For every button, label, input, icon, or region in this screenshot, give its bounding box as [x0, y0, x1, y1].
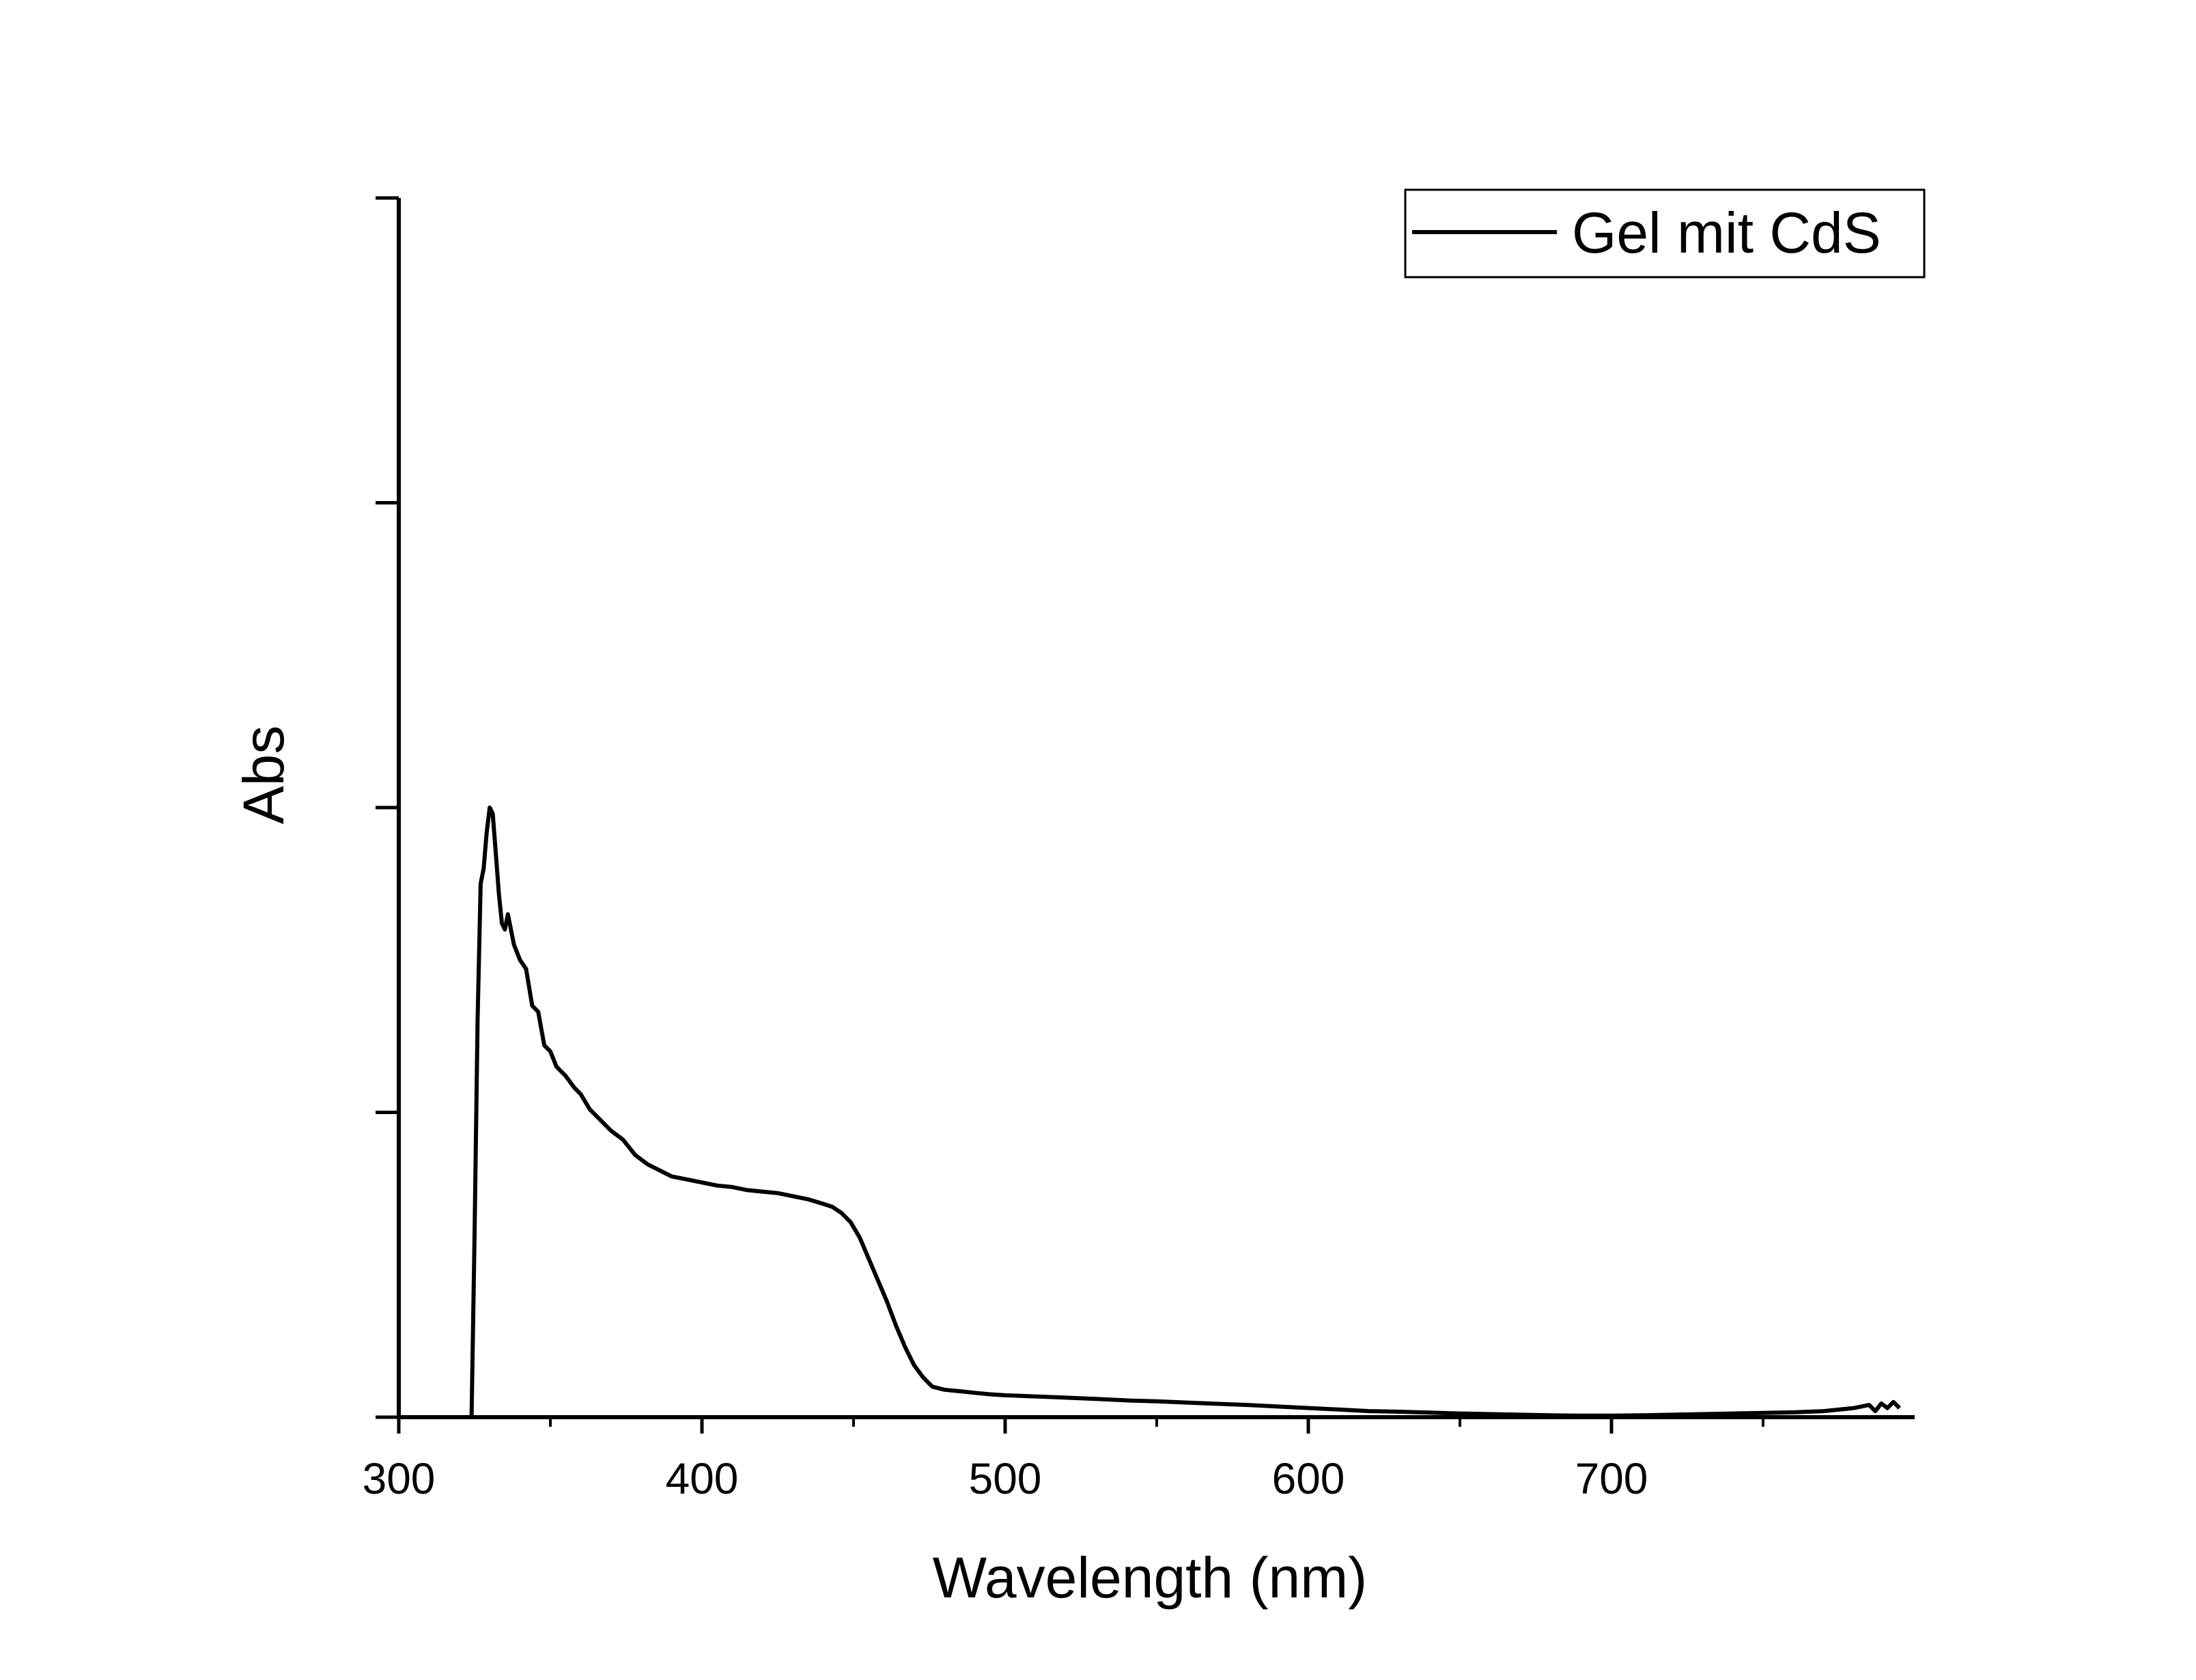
x-tick-label-400: 400 [666, 1454, 739, 1503]
tick-marks [376, 196, 1764, 1434]
plot-area [469, 806, 1901, 1418]
series-line-0 [469, 806, 1901, 1418]
x-tick-label-500: 500 [969, 1454, 1042, 1503]
axes [397, 198, 1915, 1419]
x-tick-label-300: 300 [363, 1454, 436, 1503]
x-axis-label: Wavelength (nm) [933, 1546, 1367, 1610]
y-axis-label: Abs [231, 726, 296, 825]
legend: Gel mit CdS [1404, 188, 1926, 279]
legend-label: Gel mit CdS [1572, 201, 1881, 265]
x-tick-label-700: 700 [1575, 1454, 1648, 1503]
tick-labels: 300 400 500 600 700 [363, 1454, 1648, 1503]
x-tick-label-600: 600 [1272, 1454, 1345, 1503]
